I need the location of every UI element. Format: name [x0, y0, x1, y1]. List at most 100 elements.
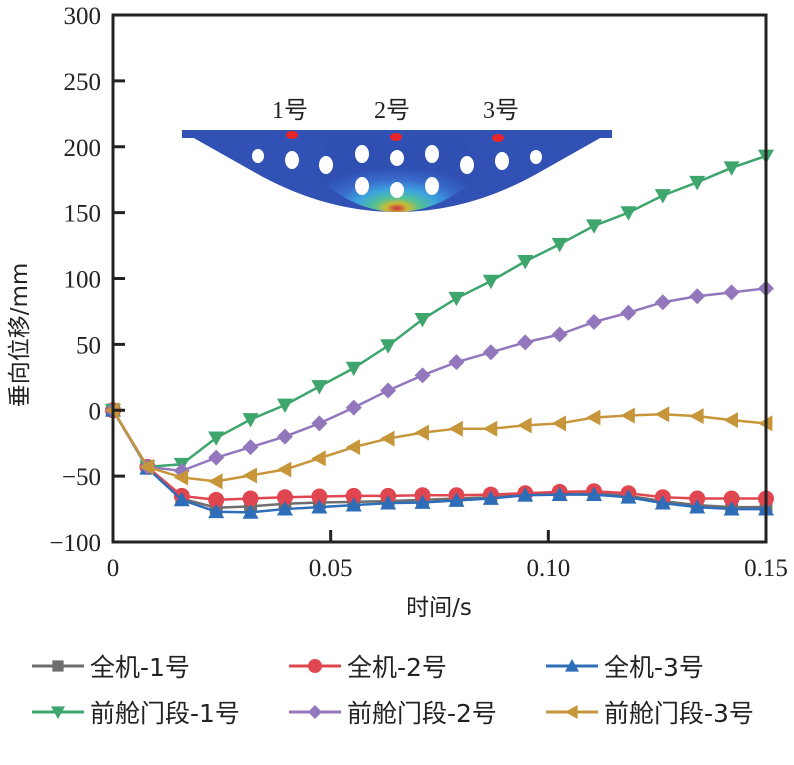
- legend-label-0: 全机-1号: [90, 653, 190, 682]
- data-point: [380, 430, 395, 447]
- legend-item-1[interactable]: 全机-2号: [287, 648, 544, 684]
- data-point: [689, 408, 704, 425]
- data-point: [276, 461, 292, 478]
- y-tick-label: 100: [64, 267, 102, 294]
- legend-marker-4: [289, 705, 341, 719]
- data-point: [482, 344, 499, 361]
- legend-item-0[interactable]: 全机-1号: [30, 648, 287, 684]
- y-tick-label: 300: [64, 3, 102, 30]
- data-point: [242, 490, 259, 507]
- series-layer: [105, 149, 774, 519]
- data-point: [517, 487, 534, 502]
- data-point: [242, 439, 259, 456]
- data-point: [345, 439, 361, 456]
- legend-marker-2: [546, 659, 598, 672]
- data-point: [551, 326, 568, 343]
- x-tick-label: 0.15: [744, 555, 788, 582]
- data-point: [414, 494, 431, 509]
- data-point: [517, 334, 534, 351]
- data-point: [173, 491, 190, 507]
- data-point: [345, 399, 362, 416]
- data-point: [380, 382, 397, 399]
- legend-row-1: 全机-1号 全机-2号 全机-3号: [30, 643, 794, 689]
- data-point: [276, 398, 293, 413]
- data-point: [414, 312, 431, 328]
- legend-symbol: [565, 659, 579, 672]
- legend-symbol: [51, 706, 65, 719]
- y-tick-label: 150: [64, 201, 102, 228]
- x-tick-label: 0.10: [526, 555, 570, 582]
- legend-label-3: 前舱门段-1号: [90, 699, 240, 728]
- data-point: [723, 501, 740, 516]
- data-point: [551, 486, 568, 501]
- legend-label-5: 前舱门段-3号: [604, 699, 754, 728]
- data-point: [517, 417, 532, 434]
- legend-item-3[interactable]: 前舱门段-1号: [30, 694, 287, 730]
- legend-label-2: 全机-3号: [604, 653, 704, 682]
- inset-point-3: [492, 134, 504, 142]
- data-point: [482, 490, 499, 505]
- y-tick-label: 200: [64, 135, 102, 162]
- data-point: [654, 189, 671, 204]
- data-point: [173, 469, 189, 486]
- legend-marker-3: [32, 706, 84, 719]
- data-point: [139, 458, 154, 475]
- legend-marker-1: [289, 659, 341, 673]
- data-point: [551, 415, 567, 432]
- y-tick-label: 50: [76, 332, 101, 359]
- legend-symbol: [308, 705, 322, 719]
- series-3: [105, 402, 774, 519]
- inset-point-1: [286, 131, 298, 139]
- data-point: [517, 254, 534, 270]
- data-point: [654, 294, 671, 311]
- data-point: [345, 487, 362, 504]
- inset-point-2: [390, 133, 402, 141]
- data-point: [208, 503, 225, 519]
- data-point: [276, 501, 293, 516]
- x-tick-label: 0.05: [309, 555, 353, 582]
- data-point: [620, 407, 635, 424]
- y-tick-label: −100: [49, 530, 101, 557]
- data-point: [448, 420, 463, 437]
- data-point: [448, 354, 465, 371]
- data-point: [620, 304, 637, 321]
- data-point: [448, 291, 465, 307]
- chart-canvas: 1号 2号 3号 −100 −50 0 50 100 150 200 250 300 0 0.05 0…: [7, 3, 788, 621]
- data-point: [380, 339, 397, 354]
- data-point: [242, 504, 259, 519]
- data-point: [620, 489, 637, 504]
- legend-item-5[interactable]: 前舱门段-3号: [544, 694, 754, 730]
- data-point: [311, 499, 328, 514]
- data-point: [586, 313, 603, 330]
- data-point: [242, 413, 259, 428]
- y-tick-label: −50: [62, 464, 101, 491]
- data-point: [414, 424, 429, 441]
- data-point: [551, 237, 568, 253]
- data-point: [276, 489, 293, 506]
- data-point: [689, 175, 706, 191]
- data-point: [311, 488, 328, 505]
- y-tick-label: 0: [89, 398, 102, 425]
- y-axis-title: 垂向位移/mm: [7, 263, 33, 408]
- data-point: [482, 274, 499, 290]
- legend-item-2[interactable]: 全机-3号: [544, 648, 704, 684]
- x-tick-label: 0: [107, 555, 120, 582]
- data-point: [448, 492, 465, 507]
- legend-item-4[interactable]: 前舱门段-2号: [287, 694, 544, 730]
- data-point: [380, 495, 397, 510]
- data-point: [723, 490, 740, 507]
- data-point: [311, 415, 328, 432]
- legend-marker-0: [32, 660, 84, 672]
- data-point: [723, 284, 740, 301]
- x-axis-title: 时间/s: [406, 595, 472, 621]
- axes: −100 −50 0 50 100 150 200 250 300 0 0.05 0.10 0.15: [49, 3, 787, 582]
- data-point: [482, 420, 498, 437]
- legend-symbol: [565, 705, 578, 719]
- data-point: [208, 449, 225, 466]
- data-point: [689, 288, 706, 305]
- data-point: [311, 450, 326, 467]
- data-point: [345, 497, 362, 512]
- legend-label-1: 全机-2号: [347, 653, 447, 682]
- legend-symbol: [52, 660, 64, 672]
- series-4: [105, 149, 774, 475]
